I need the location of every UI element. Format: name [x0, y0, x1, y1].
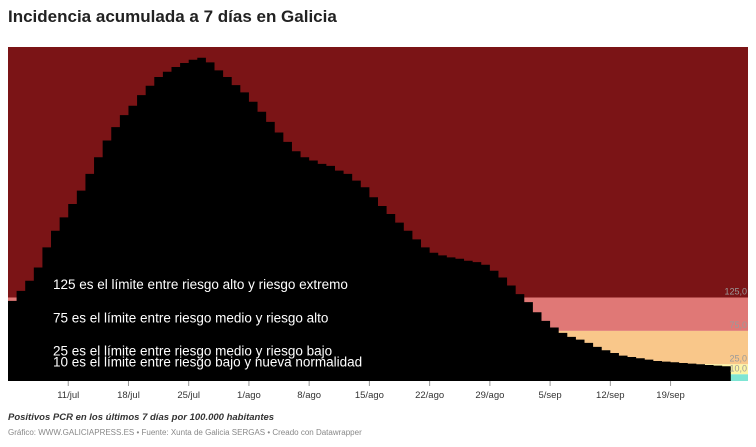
- x-tick-label: 15/ago: [355, 390, 384, 401]
- annotation-text: 10 es el límite entre riesgo bajo y nuev…: [53, 355, 362, 370]
- x-tick-label: 19/sep: [656, 390, 685, 401]
- x-tick-label: 22/ago: [415, 390, 444, 401]
- incidence-step-area: [8, 57, 731, 382]
- x-tick-label: 25/jul: [177, 390, 200, 401]
- x-tick-label: 5/sep: [538, 390, 561, 401]
- x-axis: 11/jul 18/jul 25/jul 1/ago 8/ago 15/ago 22/ago…: [57, 381, 685, 401]
- x-tick-label: 29/ago: [475, 390, 504, 401]
- annotation-text: 125 es el límite entre riesgo alto y rie…: [53, 277, 348, 292]
- x-tick-label: 18/jul: [117, 390, 140, 401]
- chart-title: Incidencia acumulada a 7 días en Galicia: [8, 7, 337, 26]
- band-labels: 125,0 75,0 25,010,0: [724, 287, 747, 374]
- x-tick-label: 8/ago: [297, 390, 321, 401]
- band-label: 10,0: [729, 363, 747, 373]
- band-label: 125,0: [724, 287, 747, 297]
- x-tick-label: 12/sep: [596, 390, 625, 401]
- x-tick-label: 1/ago: [237, 390, 261, 401]
- annotation-text: 25 es el límite entre riesgo medio y rie…: [53, 343, 332, 358]
- band-label: 75,0: [729, 320, 747, 330]
- band-label: 25,0: [729, 353, 747, 363]
- annotation-text: 75 es el límite entre riesgo medio y rie…: [53, 311, 328, 326]
- annotations: 125 es el límite entre riesgo alto y rie…: [53, 277, 362, 369]
- x-tick-label: 11/jul: [57, 390, 79, 401]
- chart-note: Positivos PCR en los últimos 7 días por …: [8, 412, 275, 423]
- incidence-area: [8, 57, 731, 382]
- chart-credits: Gráfico: WWW.GALICIAPRESS.ES • Fuente: X…: [8, 428, 362, 437]
